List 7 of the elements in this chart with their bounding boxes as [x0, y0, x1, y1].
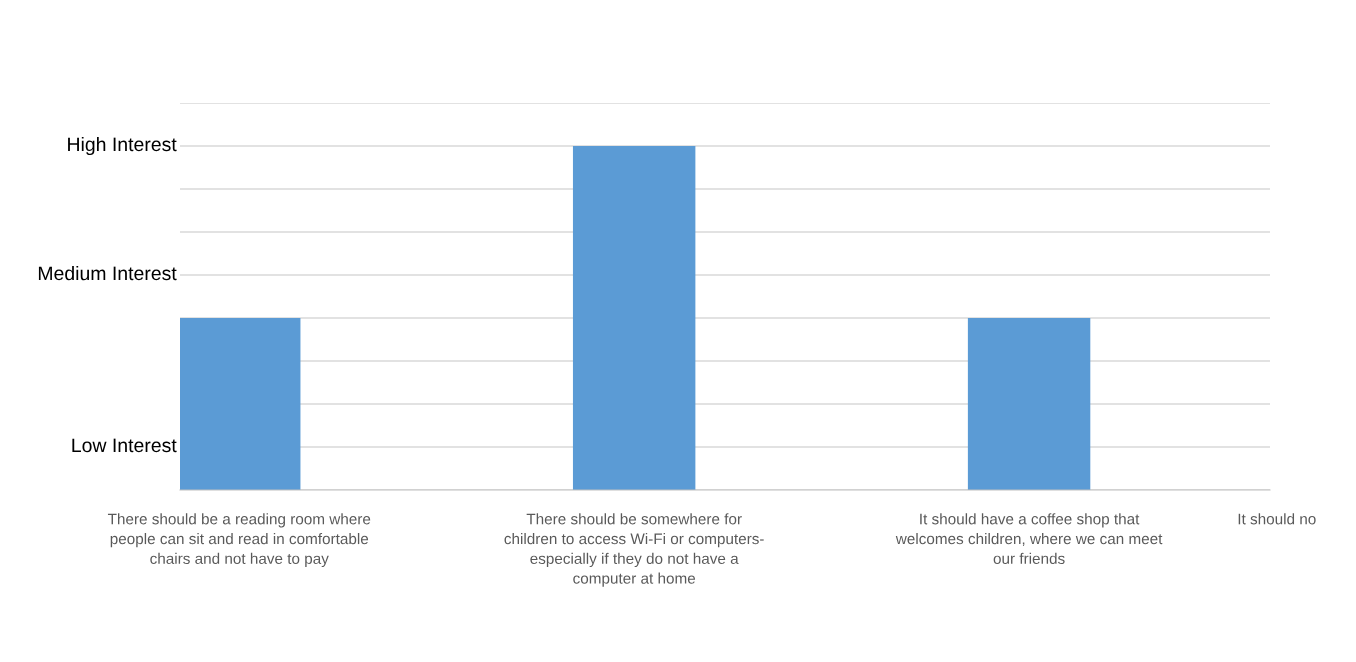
x-tick-label: There should be somewhere for children to access Wi-Fi or computers- especially if they do not have a computer at home: [504, 513, 764, 587]
text: High Interest: [68, 136, 177, 156]
text: Medium Interest: [38, 265, 177, 281]
x-tick-label: There should be a reading room where people can sit and read in comfortable chairs and not have to pay: [107, 513, 371, 568]
text: Low Interest: [72, 438, 177, 453]
x-tick-label: It should no: [1238, 513, 1316, 525]
x-tick-label: It should have a coffee shop that welcomes children, where we can meet our friends: [895, 513, 1163, 564]
